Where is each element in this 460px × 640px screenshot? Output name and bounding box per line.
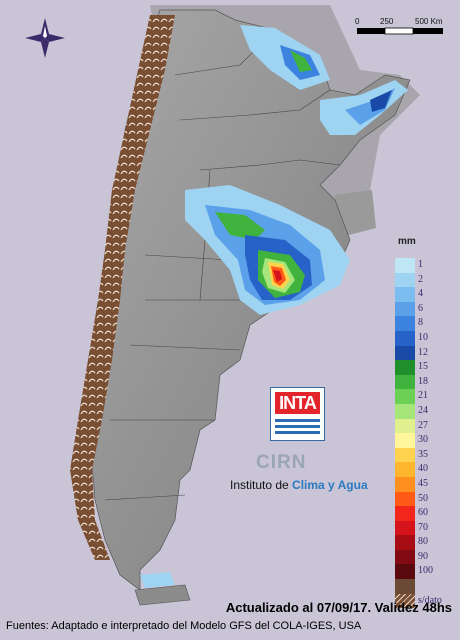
legend-swatch <box>395 287 415 302</box>
legend-label: 6 <box>418 302 423 314</box>
scale-bar <box>357 27 443 35</box>
legend-row: 24 <box>395 403 455 419</box>
legend-swatch <box>395 418 415 434</box>
legend-row: 60 <box>395 506 455 521</box>
update-validity: Actualizado al 07/09/17. Validez 48hs <box>225 600 452 615</box>
legend-swatch <box>395 301 415 317</box>
logo-stripe <box>275 419 320 422</box>
legend-swatch <box>395 258 415 273</box>
tierra-del-fuego <box>134 584 191 606</box>
precip-south <box>140 572 175 588</box>
logo-stripe <box>275 431 320 434</box>
legend-swatch <box>395 272 415 288</box>
legend-row: 4 <box>395 287 455 302</box>
legend-row: 50 <box>395 491 455 507</box>
precip-center <box>185 185 350 315</box>
legend-label: 12 <box>418 346 428 358</box>
legend-row: s/dato <box>395 593 455 609</box>
precipitation-legend: 1 2 4 6 8 10 12 15 18 21 24 27 30 35 40 45 50 60 70 80 90 100… <box>395 258 455 609</box>
legend-swatch <box>395 389 415 404</box>
legend-label: 90 <box>418 550 428 562</box>
legend-swatch <box>395 360 415 375</box>
legend-label: 4 <box>418 288 423 300</box>
scale-label-250: 250 <box>380 17 394 26</box>
legend-swatch <box>395 433 415 448</box>
legend-row: 12 <box>395 345 455 361</box>
legend-swatch <box>395 462 415 477</box>
legend-label: 40 <box>418 463 428 475</box>
legend-row: 15 <box>395 360 455 375</box>
legend-label: 21 <box>418 390 428 402</box>
legend-swatch <box>395 520 415 536</box>
legend-swatch <box>395 579 415 594</box>
legend-label: 2 <box>418 273 423 285</box>
legend-row: 27 <box>395 418 455 434</box>
legend-label: 8 <box>418 317 423 329</box>
legend-label: 27 <box>418 419 428 431</box>
legend-label: 50 <box>418 492 428 504</box>
legend-row: 30 <box>395 433 455 448</box>
legend-row: 70 <box>395 520 455 536</box>
legend-swatch <box>395 330 415 346</box>
legend-label: 10 <box>418 331 428 343</box>
legend-row: 6 <box>395 301 455 317</box>
cirn-logo: CIRN <box>256 452 307 473</box>
legend-row: 1 <box>395 258 455 273</box>
legend-swatch <box>395 506 415 521</box>
instituto-prefix: Instituto de <box>230 478 293 492</box>
legend-swatch <box>395 491 415 507</box>
legend-swatch <box>395 593 415 609</box>
legend-row: 2 <box>395 272 455 288</box>
legend-label: 80 <box>418 536 428 548</box>
inta-logo-text: INTA <box>275 392 320 414</box>
scale-label-0: 0 <box>355 17 360 26</box>
precip-misiones <box>320 80 408 135</box>
legend-row: 35 <box>395 447 455 463</box>
legend-label: 45 <box>418 477 428 489</box>
legend-swatch <box>395 476 415 492</box>
legend-row: 8 <box>395 316 455 331</box>
legend-row: 10 <box>395 330 455 346</box>
legend-row <box>395 579 455 594</box>
legend-label: 60 <box>418 507 428 519</box>
logo-stripe <box>275 425 320 428</box>
province-borders <box>104 29 341 501</box>
legend-swatch <box>395 447 415 463</box>
inta-logo: INTA <box>270 387 325 441</box>
legend-swatch <box>395 316 415 331</box>
source-credit: Fuentes: Adaptado e interpretado del Mod… <box>6 620 362 632</box>
scale-label-500: 500 Km <box>415 17 443 26</box>
legend-label: 30 <box>418 434 428 446</box>
legend-label: 35 <box>418 448 428 460</box>
legend-label: 24 <box>418 404 428 416</box>
legend-row: 21 <box>395 389 455 404</box>
instituto-accent: Clima y Agua <box>292 478 368 492</box>
andes-no-data-strip <box>70 15 175 560</box>
legend-row: 18 <box>395 374 455 390</box>
legend-swatch <box>395 374 415 390</box>
compass-rose-icon <box>25 18 65 58</box>
legend-unit: mm <box>398 236 416 247</box>
legend-label: 100 <box>418 565 433 577</box>
legend-row: 100 <box>395 564 455 580</box>
legend-swatch <box>395 549 415 565</box>
legend-label: 1 <box>418 259 423 270</box>
instituto-name: Instituto de Clima y Agua <box>230 478 368 492</box>
legend-label: 15 <box>418 361 428 373</box>
legend-swatch <box>395 403 415 419</box>
legend-label: s/dato <box>418 594 442 606</box>
legend-swatch <box>395 535 415 550</box>
legend-row: 90 <box>395 549 455 565</box>
legend-swatch <box>395 345 415 361</box>
legend-label: 70 <box>418 521 428 533</box>
precip-northeast <box>240 25 330 90</box>
legend-label: 18 <box>418 375 428 387</box>
legend-row: 40 <box>395 462 455 477</box>
legend-row: 45 <box>395 476 455 492</box>
legend-row: 80 <box>395 535 455 550</box>
legend-swatch <box>395 564 415 580</box>
